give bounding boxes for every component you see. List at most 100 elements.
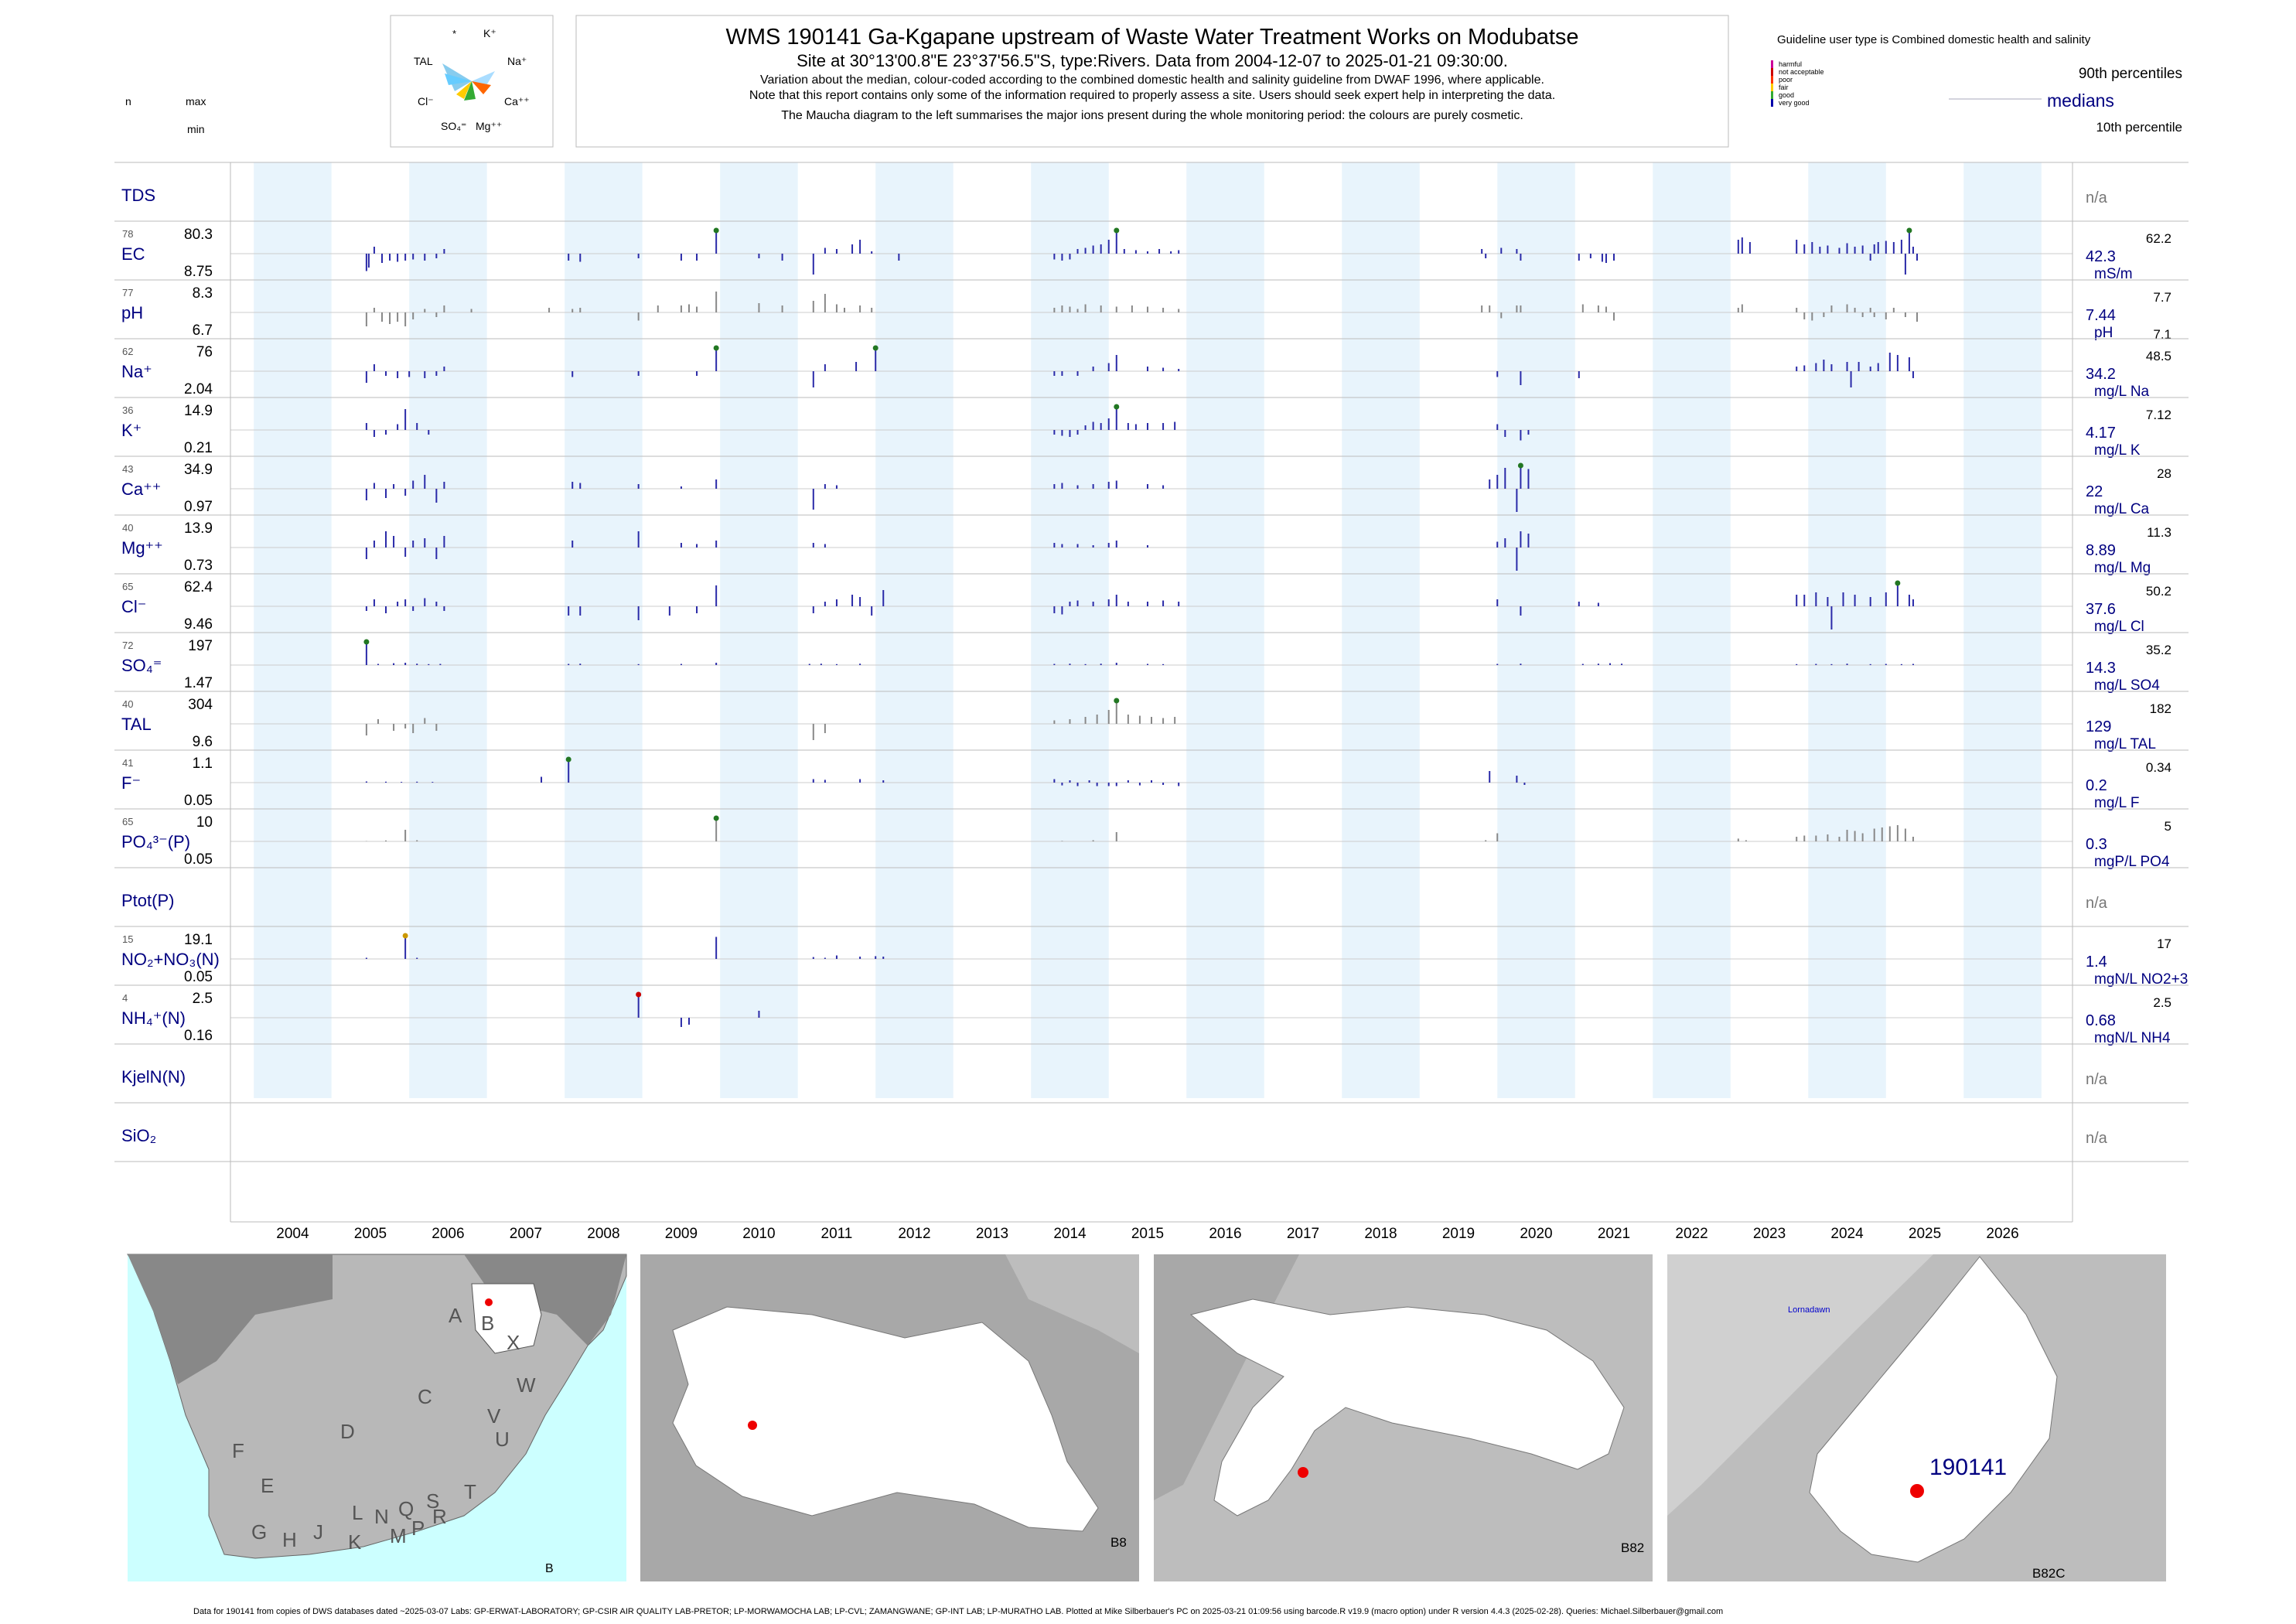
year-tick-label: 2010	[742, 1226, 775, 1242]
year-tick-label: 2016	[1209, 1226, 1241, 1242]
variable-p90: 35.2	[2146, 643, 2171, 657]
year-band	[720, 162, 798, 1098]
variable-unit: mS/m	[2094, 266, 2133, 282]
variable-n: 43	[122, 463, 133, 475]
guideline-swatch	[1771, 76, 1773, 84]
year-tick-label: 2023	[1753, 1226, 1786, 1242]
variable-p90: 7.12	[2146, 408, 2171, 422]
region-label: V	[487, 1404, 501, 1428]
region-label: K	[348, 1530, 362, 1554]
variable-unit: mg/L Mg	[2094, 560, 2151, 576]
variable-unit: mg/L TAL	[2094, 736, 2156, 752]
variable-median: 42.3	[2086, 248, 2116, 265]
map-b8: B8	[640, 1254, 1139, 1581]
variable-p90: 11.3	[2147, 525, 2171, 540]
variable-median: 129	[2086, 718, 2111, 735]
variable-label: F⁻	[121, 773, 141, 793]
maucha-label: Ca⁺⁺	[504, 95, 530, 107]
p90-legend: 90th percentiles	[2079, 66, 2182, 82]
peak-marker	[363, 639, 370, 645]
map-label: B8	[1110, 1535, 1127, 1550]
year-bands	[254, 162, 2042, 1098]
maucha-label: *	[452, 28, 456, 39]
variable-min: 2.04	[184, 381, 213, 397]
variable-label: Na⁺	[121, 362, 152, 381]
region-label: S	[426, 1489, 439, 1513]
site-label: 190141	[1929, 1455, 2007, 1480]
variable-label: Ca⁺⁺	[121, 479, 161, 499]
median-legend: medians	[2047, 90, 2114, 111]
variable-median: 37.6	[2086, 601, 2116, 618]
region-label: B	[481, 1312, 494, 1335]
variable-label: Mg⁺⁺	[121, 538, 163, 558]
variable-label: NH₄⁺(N)	[121, 1008, 186, 1028]
variable-n: 65	[122, 816, 133, 827]
variable-max: 80.3	[184, 227, 213, 243]
year-tick-label: 2022	[1675, 1226, 1708, 1242]
map-b82c: 190141 Lornadawn B82C	[1667, 1254, 2166, 1581]
variable-max: 34.9	[184, 462, 213, 478]
variable-p90: 0.34	[2146, 760, 2171, 775]
region-label: G	[251, 1520, 267, 1544]
p10-legend: 10th percentile	[2096, 120, 2182, 135]
variable-median: 22	[2086, 483, 2103, 500]
variable-median: 4.17	[2086, 425, 2116, 442]
year-tick-label: 2024	[1830, 1226, 1864, 1242]
variable-unit: mgP/L PO4	[2094, 854, 2170, 870]
variable-p90: 7.7	[2153, 290, 2171, 305]
variable-p90: 182	[2150, 701, 2171, 716]
variable-unit: mgN/L NH4	[2094, 1030, 2171, 1046]
peak-marker	[872, 345, 878, 351]
region-label: M	[390, 1524, 407, 1547]
variable-n: 62	[122, 346, 133, 357]
variable-label: KjelN(N)	[121, 1067, 186, 1087]
map-label: B82	[1621, 1540, 1644, 1555]
variable-min: 1.47	[184, 675, 213, 691]
region-label: H	[282, 1528, 297, 1551]
year-tick-label: 2026	[1986, 1226, 2018, 1242]
variable-min: 0.97	[184, 499, 213, 515]
guideline-class-label: good	[1779, 91, 1794, 99]
variable-unit: pH	[2094, 325, 2113, 341]
region-label: F	[232, 1439, 244, 1462]
region-label: P	[411, 1517, 425, 1540]
maucha-label: Na⁺	[507, 55, 527, 67]
guideline-class-label: harmful	[1779, 60, 1802, 68]
variable-unit: mg/L F	[2094, 795, 2139, 811]
region-label: W	[517, 1373, 536, 1397]
variable-label: SO₄⁼	[121, 656, 162, 675]
year-band	[1653, 162, 1731, 1098]
year-band	[1031, 162, 1109, 1098]
variable-n: 78	[122, 228, 133, 240]
year-tick-label: 2015	[1131, 1226, 1164, 1242]
peak-marker	[402, 933, 408, 939]
variable-median: n/a	[2086, 189, 2108, 206]
variable-max: 2.5	[193, 991, 213, 1007]
peak-marker	[1906, 227, 1912, 234]
year-tick-label: 2013	[976, 1226, 1008, 1242]
year-band	[409, 162, 487, 1098]
variable-unit: mg/L SO4	[2094, 677, 2160, 694]
year-tick-label: 2006	[432, 1226, 464, 1242]
year-tick-label: 2008	[587, 1226, 619, 1242]
variable-p90: 5	[2165, 819, 2171, 834]
variable-median: n/a	[2086, 1130, 2108, 1147]
note-line: Variation about the median, colour-coded…	[760, 73, 1544, 87]
variable-label: Cl⁻	[121, 597, 146, 616]
variable-min: 0.73	[184, 558, 213, 574]
year-band	[1186, 162, 1264, 1098]
variable-max: 76	[196, 344, 213, 360]
peak-marker	[1895, 580, 1901, 586]
year-band	[875, 162, 954, 1098]
title-box	[575, 15, 1729, 148]
map-label: B82C	[2032, 1566, 2066, 1581]
variable-min: 0.16	[184, 1028, 213, 1044]
map-b82: B82	[1154, 1254, 1653, 1581]
variable-median: 0.2	[2086, 777, 2107, 794]
peak-marker	[565, 756, 571, 763]
variable-max: 10	[196, 814, 213, 831]
variable-label: pH	[121, 303, 143, 322]
variable-median: 14.3	[2086, 660, 2116, 677]
peak-marker	[1517, 462, 1523, 469]
